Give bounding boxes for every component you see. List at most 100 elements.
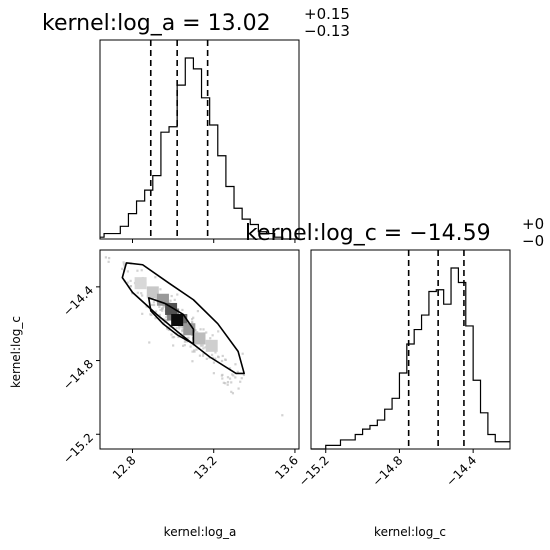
scatter-sample-point <box>212 361 216 364</box>
scatter-sample-point <box>211 356 214 359</box>
scatter-sample-point <box>198 354 202 357</box>
scatter-sample-point <box>122 263 126 266</box>
scatter-sample-point <box>205 331 208 334</box>
title-log-c-lower: −0 <box>522 232 544 250</box>
scatter-sample-point <box>242 373 246 377</box>
scatter-sample-point <box>234 376 237 379</box>
scatter-sample-point <box>185 340 188 343</box>
scatter-sample-point <box>231 392 235 395</box>
scatter-sample-point <box>159 308 162 311</box>
scatter-sample-point <box>236 370 239 374</box>
scatter-sample-point <box>181 329 184 332</box>
scatter-sample-point <box>226 380 230 384</box>
scatter-sample-point <box>175 326 178 330</box>
scatter-sample-point <box>211 334 214 337</box>
scatter-sample-point <box>201 344 204 347</box>
scatter-sample-point <box>240 377 243 380</box>
scatter-sample-point <box>217 356 220 359</box>
scatter-sample-point <box>136 269 139 272</box>
scatter-sample-point <box>161 309 164 312</box>
scatter-sample-point <box>126 270 129 273</box>
density-cell-5 <box>171 314 184 327</box>
scatter-sample-point <box>228 367 232 370</box>
title-log-c-upper: +0 <box>522 215 544 233</box>
title-log-a-upper: +0.15 <box>304 5 350 23</box>
scatter-sample-point <box>232 374 235 377</box>
scatter-sample-point <box>234 363 237 366</box>
scatter-sample-point <box>181 308 184 312</box>
scatter-sample-point <box>182 333 185 336</box>
scatter-sample-point <box>178 327 181 330</box>
log-c-xtick-label-0: −15.2 <box>296 453 332 489</box>
title-log-c: kernel:log_c = −14.59 <box>245 221 491 246</box>
scatter-sample-point <box>171 336 174 339</box>
scatter-sample-point <box>210 353 214 356</box>
scatter-sample-point <box>281 414 284 417</box>
scatter-sample-point <box>177 335 180 339</box>
scatter-sample-point <box>205 357 208 360</box>
scatter-sample-point <box>201 354 205 357</box>
log-a-histogram-step <box>100 57 299 240</box>
scatter-density-layer <box>104 256 284 417</box>
scatter-sample-point <box>212 372 215 375</box>
scatter-sample-point <box>194 329 197 332</box>
scatter-sample-point <box>202 328 205 331</box>
scatter-sample-point <box>152 301 156 304</box>
scatter-sample-point <box>168 325 171 329</box>
scatter-sample-point <box>121 267 124 270</box>
scatter-sample-point <box>224 358 227 361</box>
scatter-sample-point <box>193 349 196 352</box>
scatter-sample-point <box>108 256 111 260</box>
density-cell-6 <box>183 323 196 336</box>
scatter-sample-point <box>237 387 240 390</box>
scatter-sample-point <box>170 294 173 298</box>
hist-log-c-layer <box>311 250 510 450</box>
scatter-sample-point <box>182 326 185 329</box>
contour-inner <box>147 297 195 345</box>
scatter-ytick-label-2: −15.2 <box>60 430 96 466</box>
scatter-sample-point <box>158 305 161 308</box>
scatter-sample-point <box>104 256 107 259</box>
scatter-sample-point <box>220 359 224 363</box>
scatter-sample-point <box>187 336 190 339</box>
scatter-sample-point <box>179 325 182 328</box>
contour-outer <box>121 262 245 375</box>
log-c-xtick-label-1: −14.8 <box>370 453 406 489</box>
scatter-sample-point <box>183 344 186 347</box>
scatter-ytick-label-1: −14.8 <box>60 357 96 393</box>
scatter-sample-point <box>162 305 165 308</box>
scatter-sample-point <box>140 269 143 272</box>
scatter-sample-point <box>154 276 157 279</box>
scatter-sample-point <box>154 317 157 320</box>
scatter-sample-point <box>239 380 242 383</box>
scatter-sample-point <box>182 344 185 347</box>
scatter-sample-point <box>161 307 164 311</box>
scatter-sample-point <box>204 346 207 349</box>
scatter-sample-point <box>145 305 148 308</box>
scatter-sample-point <box>172 335 176 339</box>
scatter-sample-point <box>199 328 202 331</box>
scatter-sample-point <box>141 312 144 315</box>
scatter-sample-point <box>192 316 195 319</box>
scatter-sample-point <box>214 351 217 354</box>
scatter-sample-point <box>230 390 233 393</box>
scatter-sample-point <box>154 310 158 313</box>
log-c-histogram-step <box>311 267 510 450</box>
scatter-xtick-label-1: 13.2 <box>191 453 220 482</box>
scatter-sample-point <box>183 340 186 343</box>
scatter-sample-point <box>158 313 161 316</box>
scatter-sample-point <box>129 279 132 282</box>
scatter-sample-point <box>172 344 175 347</box>
scatter-sample-point <box>193 350 196 353</box>
scatter-sample-point <box>221 377 224 380</box>
scatter-sample-point <box>129 285 133 288</box>
scatter-sample-point <box>221 354 224 358</box>
scatter-sample-point <box>169 299 172 302</box>
scatter-sample-point <box>162 321 166 324</box>
scatter-sample-point <box>228 377 232 380</box>
scatter-sample-point <box>126 281 129 284</box>
log-c-xtick-label-2: −14.4 <box>443 453 479 489</box>
scatter-sample-point <box>150 313 153 317</box>
scatter-sample-point <box>153 303 156 307</box>
